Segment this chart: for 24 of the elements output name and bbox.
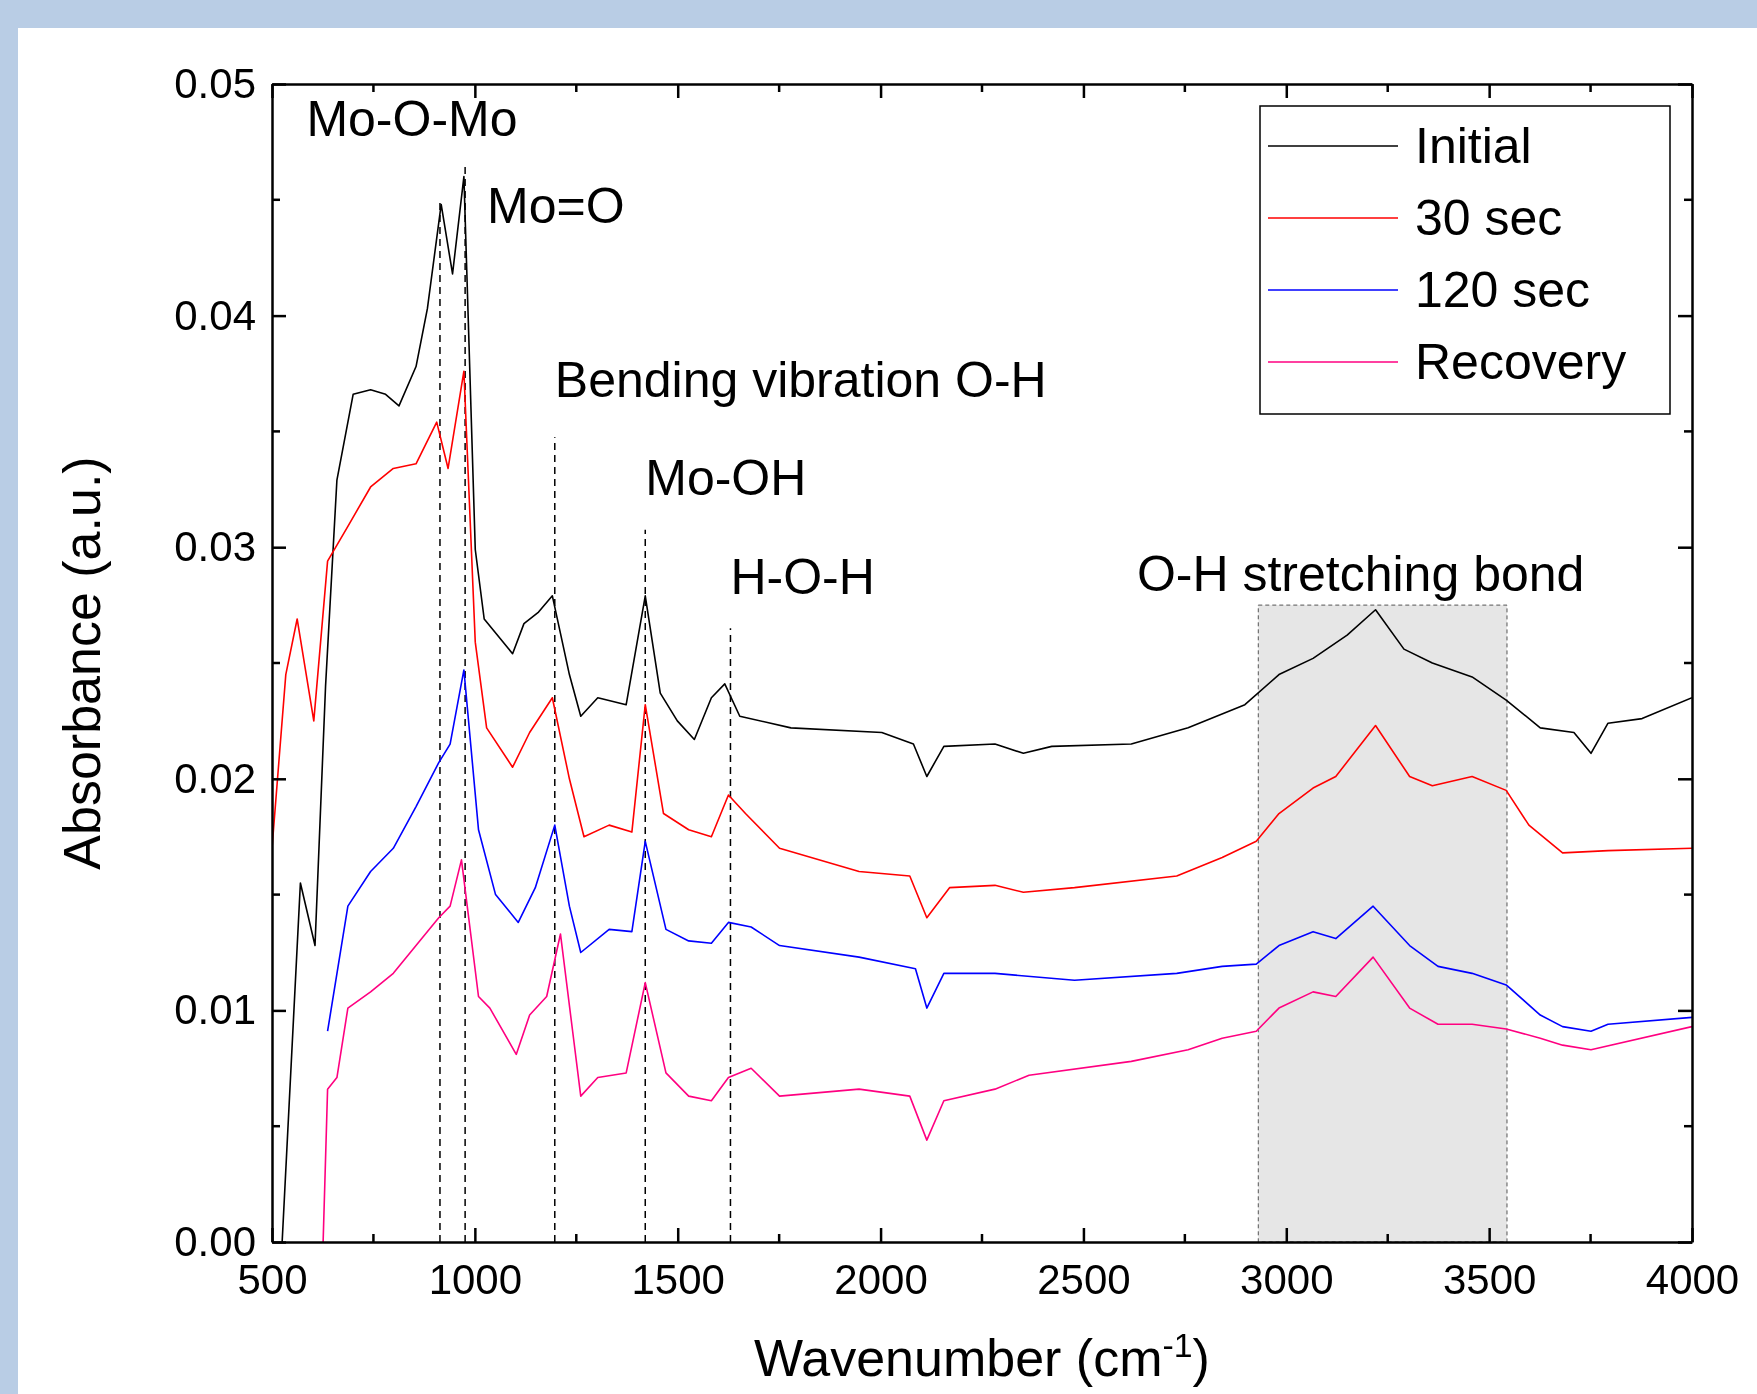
- x-tick-label: 4000: [1645, 1255, 1740, 1303]
- ref-line-label: Mo=O: [487, 177, 625, 234]
- x-axis-title: Wavenumber (cm$^{-1}$): [754, 1326, 1210, 1387]
- ref-line-label: Mo-O-Mo: [306, 91, 518, 148]
- legend-label: Initial: [1415, 118, 1532, 174]
- y-tick-label: 0.02: [174, 754, 256, 802]
- ref-line-label: H-O-H: [730, 548, 875, 605]
- band-label: O-H stretching bond: [1136, 546, 1585, 603]
- y-axis-title: Absorbance (a.u.): [53, 456, 111, 870]
- legend-label: 30 sec: [1415, 190, 1563, 246]
- x-tick-label: 3500: [1442, 1255, 1537, 1303]
- y-tick-label: 0.04: [174, 291, 256, 339]
- y-tick-label: 0.05: [174, 59, 256, 107]
- x-tick-label: 3000: [1240, 1255, 1334, 1303]
- y-tick-label: 0.03: [174, 523, 256, 571]
- legend-label: 120 sec: [1415, 262, 1591, 318]
- x-tick-label: 1500: [631, 1255, 725, 1303]
- x-tick-label: 2500: [1037, 1255, 1131, 1303]
- legend-label: Recovery: [1415, 334, 1627, 390]
- ref-line-label: Bending vibration O-H: [554, 351, 1047, 408]
- x-tick-label: 2000: [834, 1255, 928, 1303]
- x-tick-label: 1000: [428, 1255, 523, 1303]
- y-tick-label: 0.01: [174, 986, 256, 1034]
- ref-line-label: Mo-OH: [645, 450, 807, 507]
